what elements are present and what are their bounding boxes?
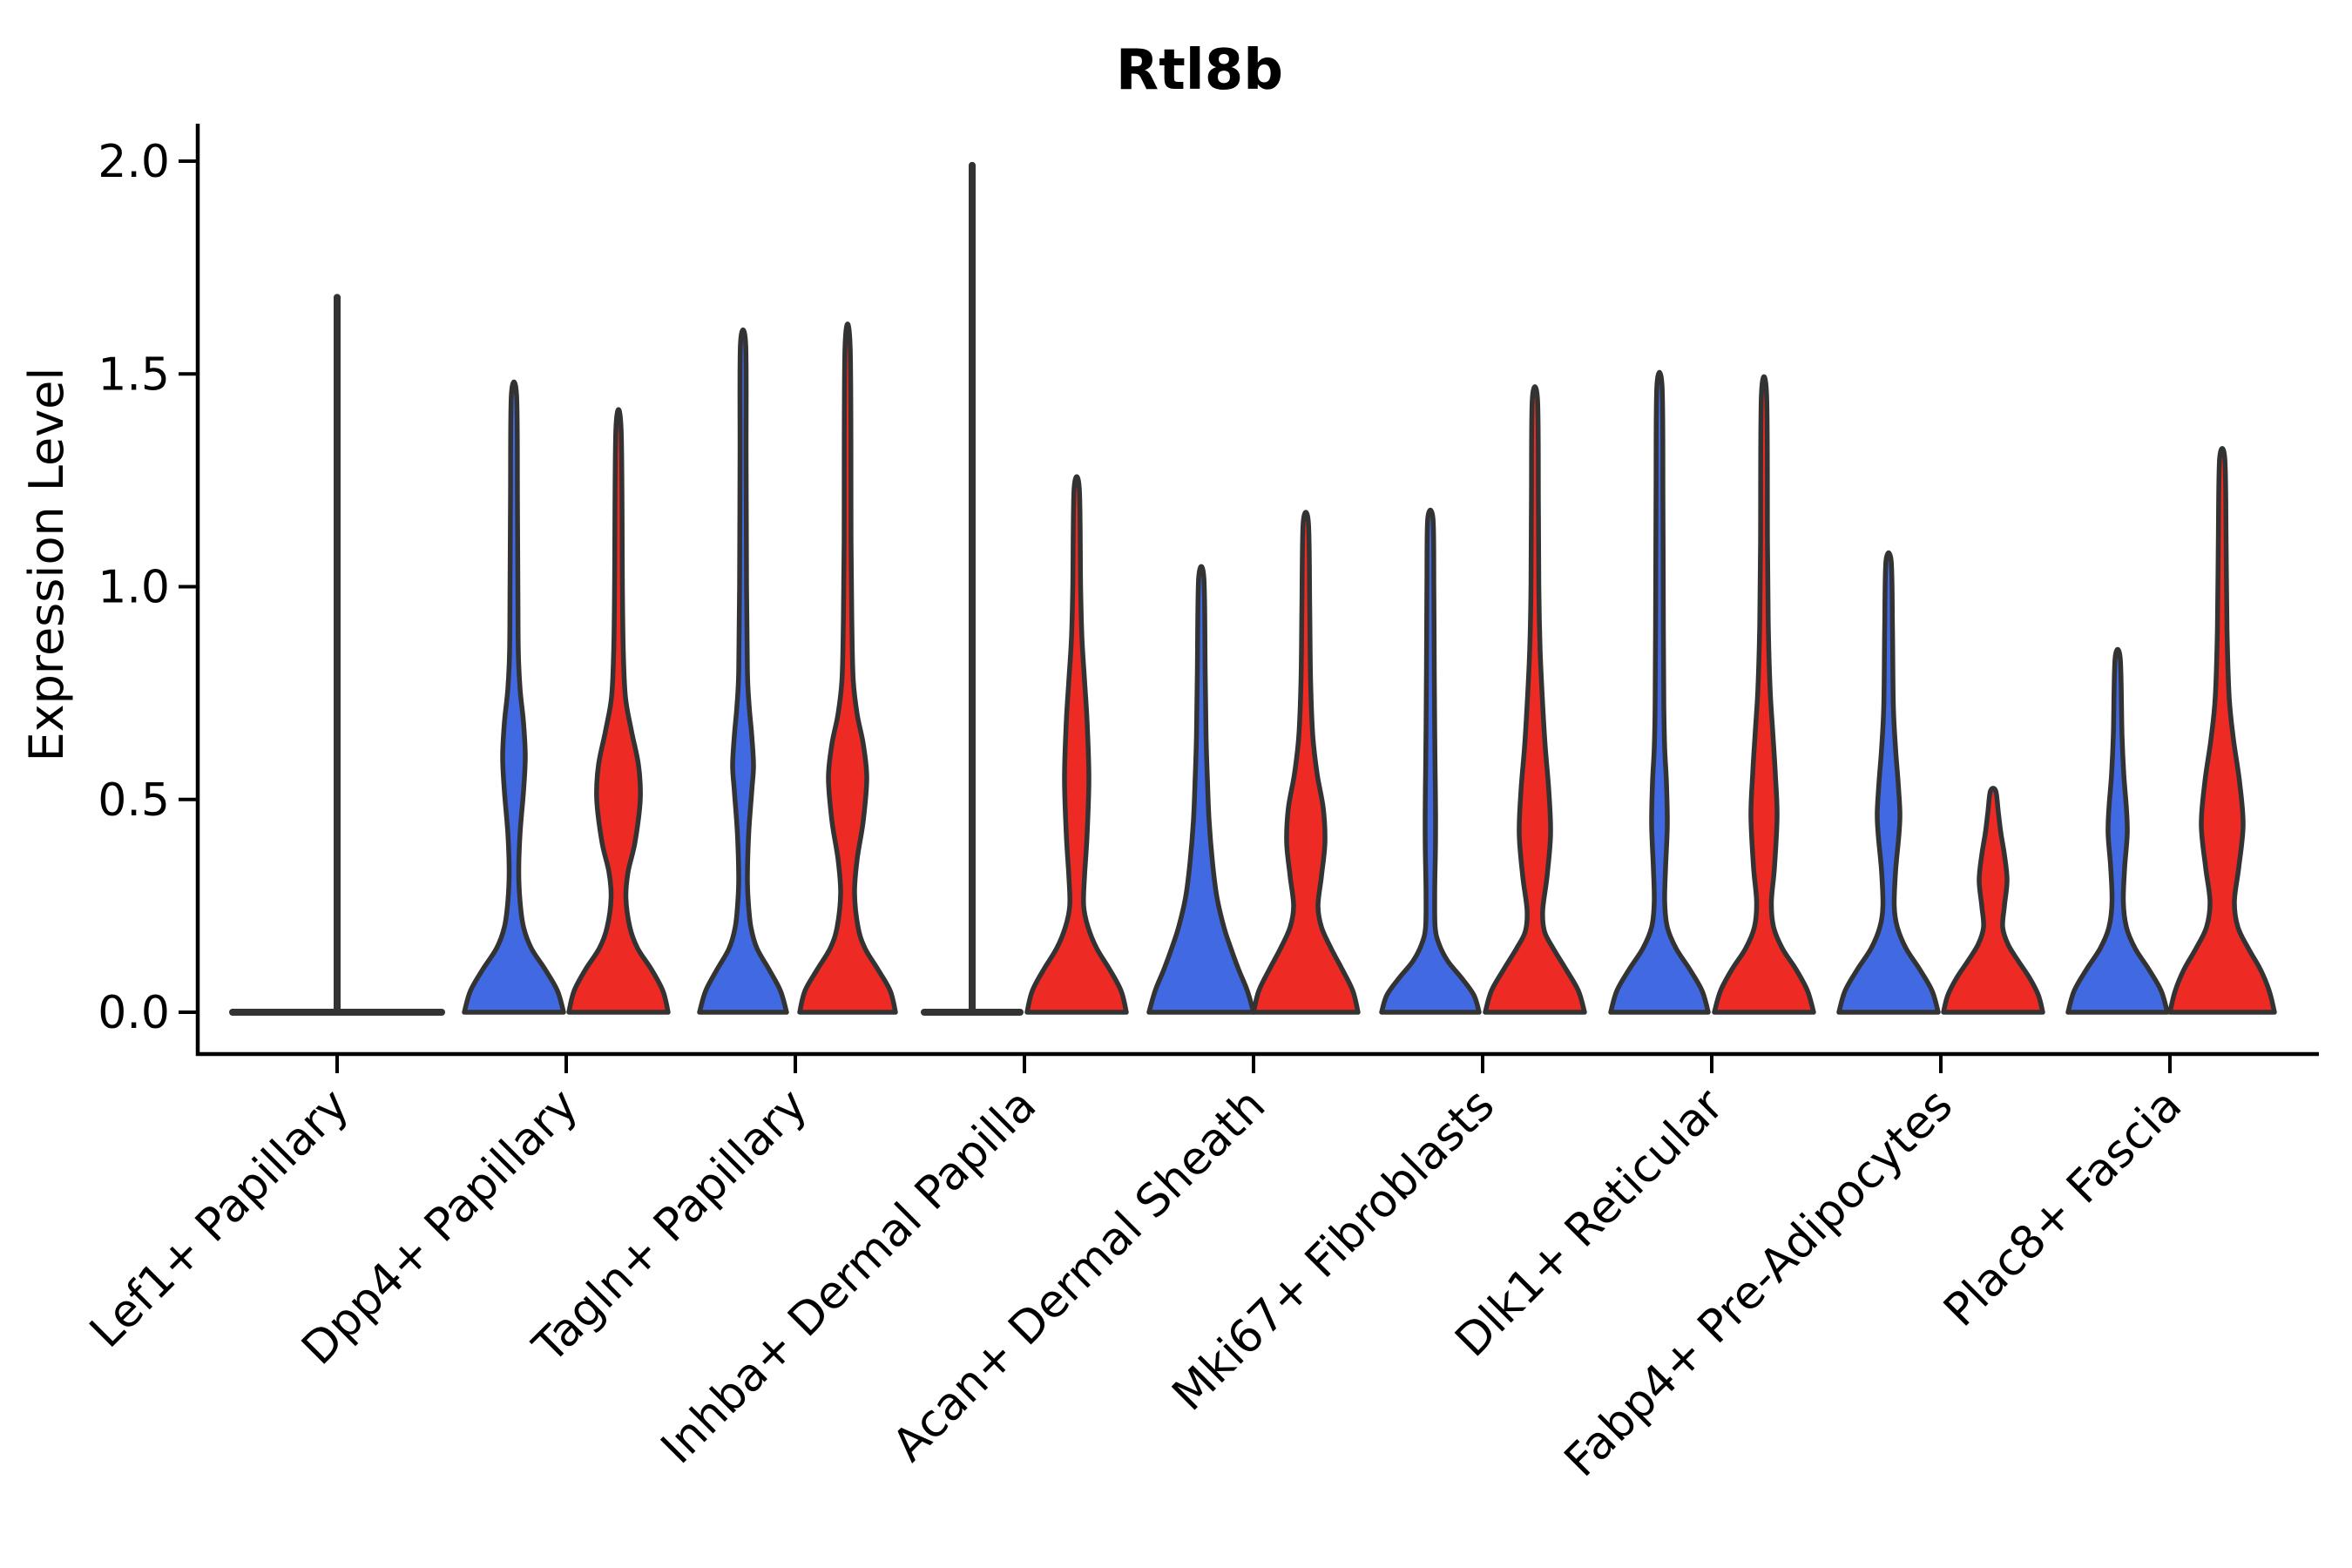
- y-tick-label: 1.0: [98, 562, 170, 614]
- violin-3-red: [1024, 474, 1129, 1015]
- violin-1-blue: [462, 379, 566, 1015]
- y-tick-label: 0.0: [98, 987, 170, 1039]
- x-tick-label: Acan+ Dermal Sheath: [883, 1079, 1276, 1472]
- axis-spines: [195, 124, 2319, 1057]
- chart-title: Rtl8b: [1116, 38, 1283, 103]
- y-tick-label: 1.5: [98, 348, 170, 401]
- violin-5-blue: [1379, 507, 1482, 1015]
- y-axis-label: Expression Level: [19, 368, 74, 762]
- violins: [229, 161, 2277, 1016]
- violin-5-red: [1483, 384, 1587, 1015]
- y-tick-label: 2.0: [98, 136, 170, 188]
- violin-8-red: [2167, 446, 2277, 1015]
- violin-2-red: [797, 321, 898, 1015]
- violin-7-blue: [1836, 550, 1941, 1015]
- violin-6-blue: [1608, 369, 1711, 1015]
- y-axis-ticks: 0.0 0.5 1.0 1.5 2.0: [98, 136, 198, 1039]
- x-tick-label: Plac8+ Fascia: [1934, 1079, 2192, 1337]
- x-tick-label: Inhba+ Dermal Papilla: [652, 1079, 1046, 1474]
- violin-7-red: [1941, 786, 2045, 1015]
- violin-2-blue: [697, 327, 789, 1015]
- violin-6-red: [1712, 374, 1816, 1015]
- violin-4-blue: [1146, 564, 1256, 1015]
- x-tick-label: Fabp4+ Pre-Adipocytes: [1555, 1079, 1963, 1487]
- y-tick-label: 0.5: [98, 774, 170, 827]
- violin-1-red: [566, 407, 671, 1015]
- violin-4-red: [1251, 510, 1361, 1015]
- violin-8-blue: [2065, 646, 2170, 1015]
